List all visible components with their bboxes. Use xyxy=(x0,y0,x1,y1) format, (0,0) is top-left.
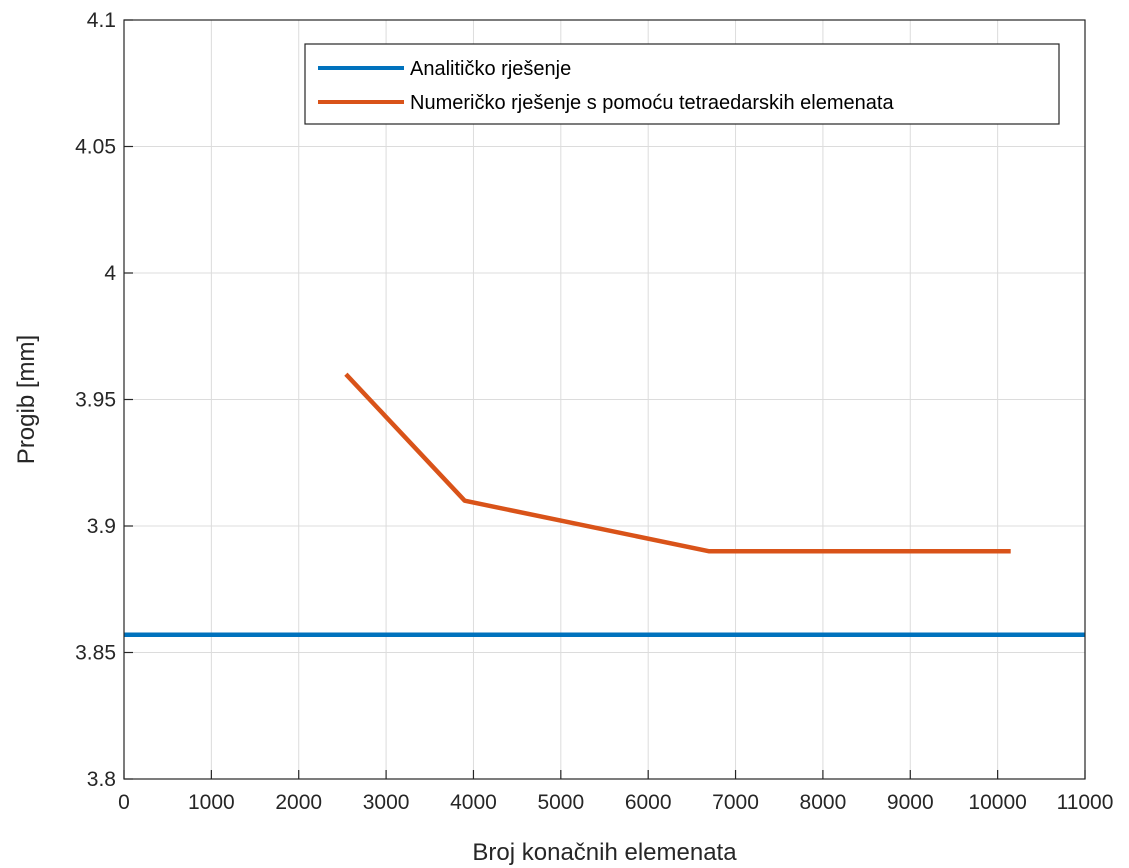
y-tick-label: 4 xyxy=(104,262,116,285)
legend-box xyxy=(304,43,1060,125)
x-tick-label: 1000 xyxy=(188,791,235,814)
x-tick-label: 9000 xyxy=(887,791,934,814)
x-tick-label: 11000 xyxy=(1057,791,1114,814)
x-axis-label: Broj konačnih elemenata xyxy=(472,839,737,866)
x-tick-label: 2000 xyxy=(275,791,322,814)
y-tick-label: 3.85 xyxy=(75,642,116,665)
y-axis-label: Progib [mm] xyxy=(13,335,40,464)
y-tick-label: 3.8 xyxy=(87,768,116,791)
x-axis-ticks: 0 1000 2000 3000 4000 5000 6000 7000 8000 9000 100… xyxy=(118,770,1113,814)
y-axis-ticks: 3.8 3.85 3.9 3.95 4 4.05 4.1 xyxy=(75,9,133,791)
x-tick-label: 5000 xyxy=(537,791,584,814)
x-tick-label: 8000 xyxy=(800,791,847,814)
x-tick-label: 4000 xyxy=(450,791,497,814)
legend: Analitičko rješenje Numeričko rješenje s… xyxy=(304,43,1060,125)
x-tick-label: 3000 xyxy=(363,791,410,814)
y-tick-label: 4.1 xyxy=(87,9,116,32)
y-tick-label: 3.9 xyxy=(87,515,116,538)
x-tick-label: 0 xyxy=(118,791,130,814)
x-tick-label: 10000 xyxy=(968,791,1026,814)
y-tick-label: 4.05 xyxy=(75,136,116,159)
x-tick-label: 6000 xyxy=(625,791,672,814)
numeric-series-line xyxy=(344,372,1011,554)
legend-label-numeric: Numeričko rješenje s pomoću tetraedarski… xyxy=(410,92,894,114)
y-tick-label: 3.95 xyxy=(75,389,116,412)
x-tick-label: 7000 xyxy=(712,791,759,814)
legend-label-analytic: Analitičko rješenje xyxy=(410,58,571,80)
